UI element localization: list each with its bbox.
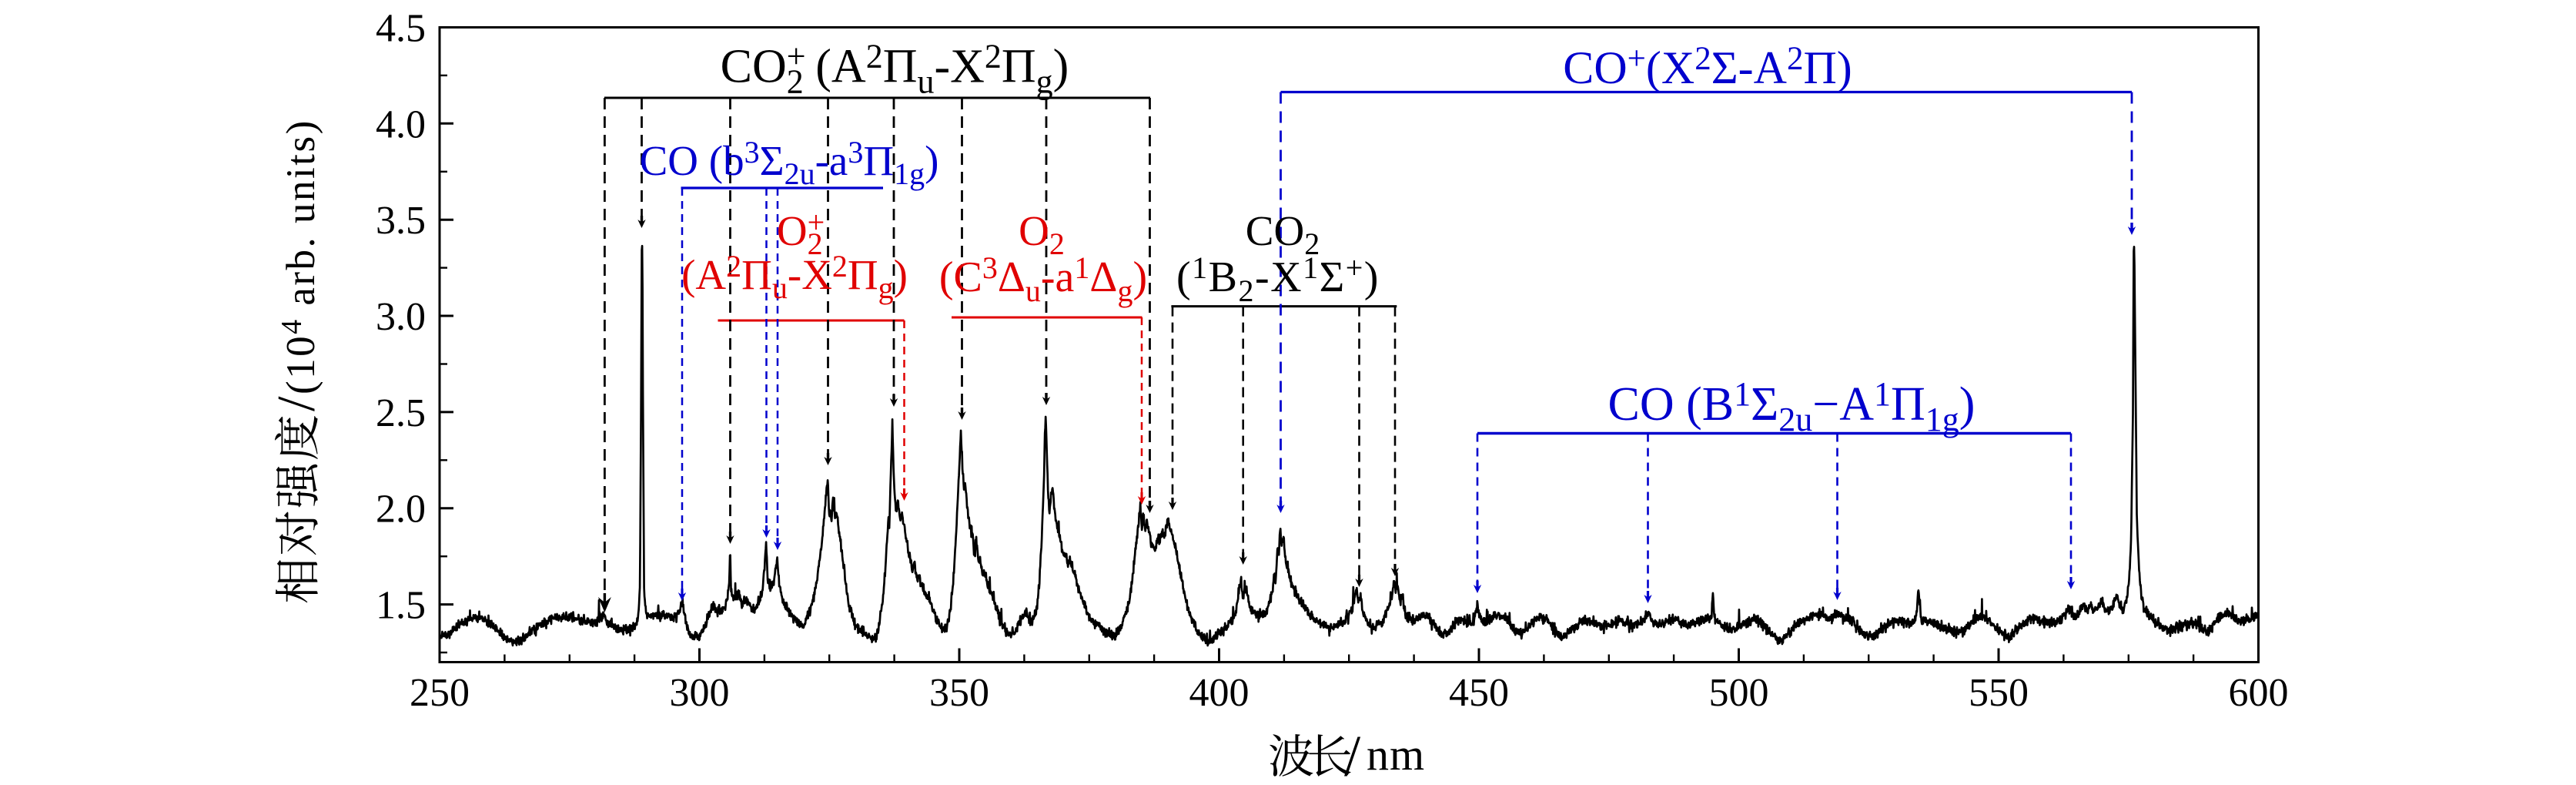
svg-text:O+2: O+ 2: [777, 205, 825, 261]
svg-text:(1B2-X1Σ+): (1B2-X1Σ+): [1176, 250, 1380, 308]
svg-text:CO (b3Σ2u-a3Π1g): CO (b3Σ2u-a3Π1g): [640, 135, 939, 191]
svg-text:/: /: [1344, 724, 1361, 781]
svg-text:350: 350: [929, 671, 989, 715]
svg-text:nm: nm: [1367, 730, 1425, 780]
svg-text:/(104 arb. units): /(104 arb. units): [267, 119, 326, 411]
svg-text:CO2: CO2: [1246, 207, 1320, 261]
svg-text:CO+2 (A2Πu-X2Πg): CO+ 2 (A2Πu-X2Πg): [721, 38, 1069, 101]
svg-text:4.5: 4.5: [376, 7, 426, 51]
svg-text:CO (B1Σ2u−A1Π1g): CO (B1Σ2u−A1Π1g): [1608, 375, 1975, 438]
svg-text:400: 400: [1189, 671, 1250, 715]
svg-text:(A2Πu-X2Πg): (A2Πu-X2Πg): [681, 249, 908, 305]
svg-text:300: 300: [670, 671, 730, 715]
svg-text:500: 500: [1709, 671, 1769, 715]
svg-text:3.0: 3.0: [376, 295, 426, 339]
svg-text:450: 450: [1449, 671, 1509, 715]
svg-text:600: 600: [2229, 671, 2289, 715]
svg-text:2.5: 2.5: [376, 391, 426, 435]
svg-text:CO+(X2Σ-A2Π): CO+(X2Σ-A2Π): [1563, 41, 1852, 93]
svg-text:(C3Δu-a1Δg): (C3Δu-a1Δg): [939, 250, 1147, 308]
svg-text:1.5: 1.5: [376, 584, 426, 628]
svg-text:550: 550: [1969, 671, 2029, 715]
svg-text:2.0: 2.0: [376, 488, 426, 532]
svg-text:4.0: 4.0: [376, 102, 426, 146]
svg-text:3.5: 3.5: [376, 199, 426, 243]
svg-text:250: 250: [410, 671, 470, 715]
svg-text:O2: O2: [1019, 207, 1065, 261]
